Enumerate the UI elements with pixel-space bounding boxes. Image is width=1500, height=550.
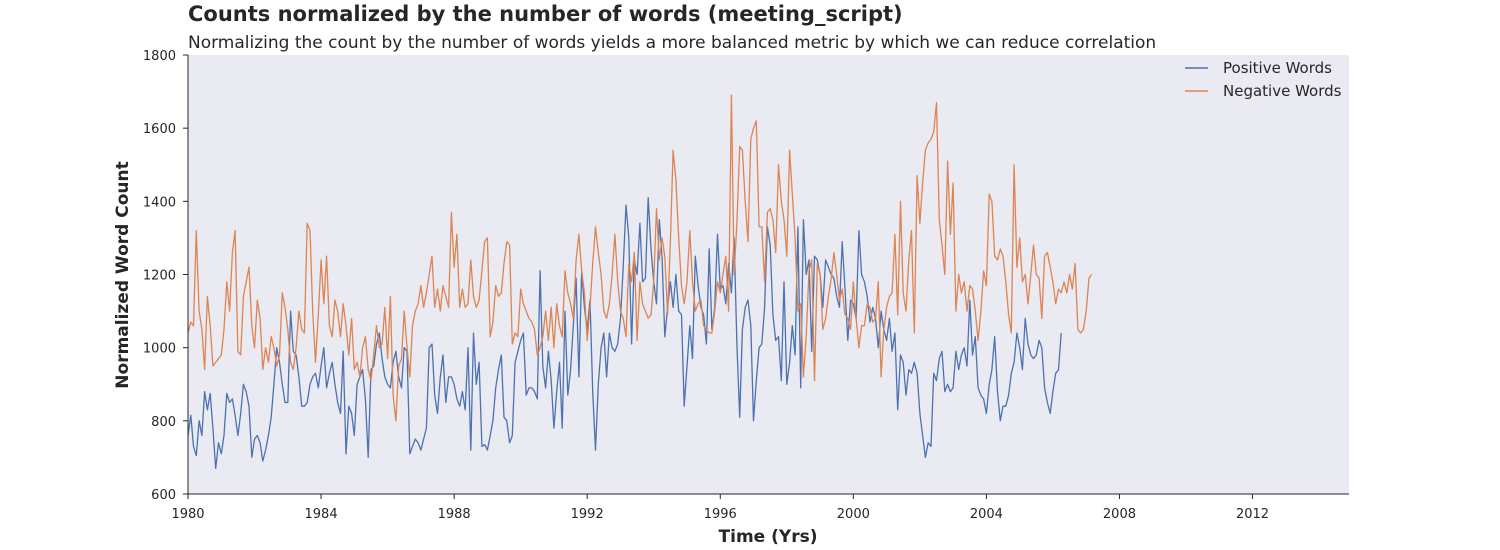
x-axis: 1980 1984 1988 1992 1996 2000 2004 2008 2012: [171, 493, 1349, 522]
x-tick-label: 2008: [1103, 507, 1136, 522]
series-line-positive-words: [188, 197, 1062, 470]
x-tick-label: 2004: [970, 507, 1003, 522]
legend: Positive Words Negative Words: [1185, 59, 1342, 100]
chart-title: Counts normalized by the number of words…: [188, 2, 903, 26]
x-tick-label: 2012: [1236, 507, 1269, 522]
x-tick-label: 1992: [571, 507, 604, 522]
y-tick-label: 800: [151, 415, 176, 430]
x-tick-label: 1984: [305, 507, 338, 522]
y-axis-label: Normalized Word Count: [113, 161, 133, 388]
plot-area: [188, 55, 1349, 494]
y-tick-label: 600: [151, 488, 176, 503]
y-axis: 600 800 1000 1200 1400 1600 1800: [143, 49, 189, 503]
y-tick-label: 1200: [143, 269, 176, 284]
y-tick-label: 1400: [143, 195, 176, 210]
x-tick-label: 1996: [704, 507, 737, 522]
chart-subtitle: Normalizing the count by the number of w…: [188, 33, 1156, 53]
y-tick-label: 1000: [143, 342, 176, 357]
y-tick-label: 1600: [143, 122, 176, 137]
y-tick-label: 1800: [143, 49, 176, 64]
x-tick-label: 1988: [438, 507, 471, 522]
legend-label: Negative Words: [1223, 82, 1342, 100]
x-tick-label: 2000: [837, 507, 870, 522]
x-axis-label: Time (Yrs): [719, 527, 818, 547]
legend-label: Positive Words: [1223, 59, 1332, 77]
series-line-negative-words: [188, 94, 1093, 422]
x-tick-label: 1980: [171, 507, 204, 522]
series-lines: [188, 94, 1093, 470]
